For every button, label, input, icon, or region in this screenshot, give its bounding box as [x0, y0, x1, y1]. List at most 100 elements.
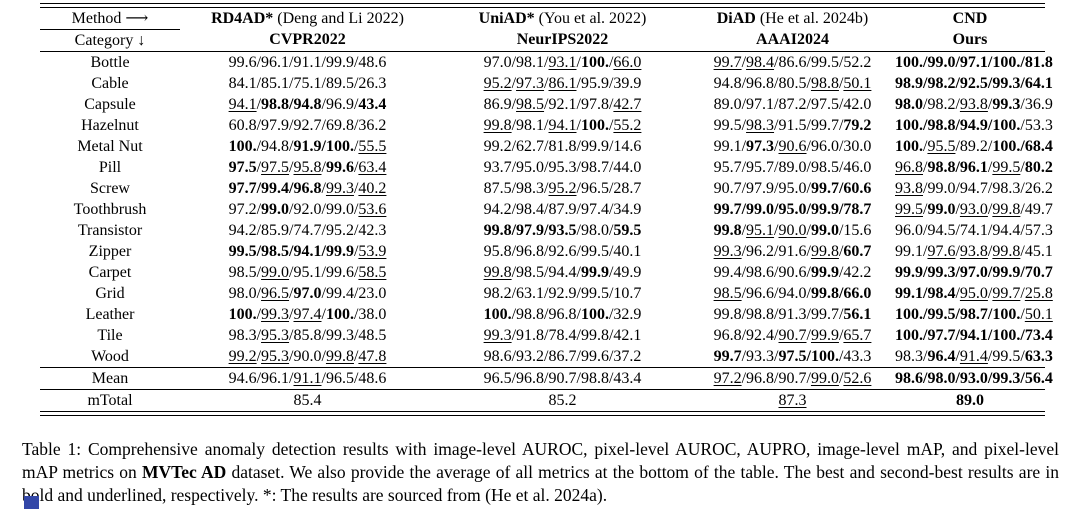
metric-value: 99.5 — [927, 306, 956, 323]
value-separator: / — [511, 348, 517, 365]
metric-value: 99.8 — [992, 201, 1021, 218]
metric-value: 93.5 — [548, 222, 577, 239]
metric-value: 87.5 — [483, 180, 512, 197]
value-separator: / — [987, 159, 993, 176]
result-cell: 97.2/96.8/90.7/99.0/52.6 — [690, 367, 895, 390]
value-separator: / — [955, 370, 960, 387]
category-cell: Cable — [91, 75, 129, 92]
value-separator: / — [774, 327, 779, 344]
metric-value: 92.0 — [293, 201, 322, 218]
value-separator: / — [955, 327, 960, 344]
metric-value: 98.6 — [746, 264, 775, 281]
category-cell: Carpet — [88, 264, 132, 281]
metric-value: 48.6 — [358, 54, 387, 71]
metric-value: 36.9 — [1024, 96, 1053, 113]
metric-value: 78.7 — [843, 201, 872, 218]
metric-value: 97.2 — [713, 370, 742, 387]
value-separator: / — [741, 138, 747, 155]
value-separator: / — [955, 306, 960, 323]
value-separator: / — [806, 264, 811, 281]
result-cell: 96.8/98.8/96.1/99.5/80.2 — [895, 157, 1053, 178]
result-cell: 99.7/99.0/95.0/99.9/78.7 — [690, 199, 895, 220]
metric-value: 96.9 — [325, 96, 354, 113]
result-cell: 99.1/98.4/95.0/99.7/25.8 — [895, 283, 1053, 304]
value-separator: / — [806, 243, 811, 260]
result-cell: 98.3/95.3/85.8/99.3/48.5 — [180, 325, 435, 346]
value-separator: / — [955, 117, 960, 134]
value-separator: / — [511, 75, 517, 92]
value-separator: / — [838, 201, 844, 218]
metric-value: 62.7 — [516, 138, 545, 155]
metric-value: 96.5 — [261, 285, 290, 302]
value-separator: / — [838, 306, 844, 323]
metric-value: 60.8 — [228, 117, 257, 134]
value-separator: / — [576, 222, 581, 239]
metric-value: 99.9 — [810, 327, 839, 344]
result-cell: 84.1/85.1/75.1/89.5/26.3 — [180, 73, 435, 94]
metric-value: 50.1 — [1024, 306, 1053, 323]
metric-value: 99.3 — [992, 75, 1021, 92]
metric-value: 89.0 — [956, 392, 984, 409]
metric-value: 89.2 — [959, 138, 988, 155]
method-venue: CVPR2022 — [269, 31, 346, 48]
value-separator: / — [321, 201, 326, 218]
value-separator: / — [289, 285, 294, 302]
metric-value: 89.0 — [778, 159, 807, 176]
metric-value: 95.7 — [746, 159, 775, 176]
result-cell: 96.0/94.5/74.1/94.4/57.3 — [895, 220, 1053, 241]
metric-value: 86.7 — [548, 348, 577, 365]
result-cell: 96.5/96.8/90.7/98.8/43.4 — [435, 367, 690, 390]
metric-value: 98.0 — [927, 370, 956, 387]
table-body: Bottle 99.6/96.1/91.1/99.9/48.6 97.0/98.1/… — [40, 52, 1053, 411]
metric-value: 91.5 — [778, 117, 807, 134]
value-separator: / — [544, 75, 549, 92]
result-cell: 98.5/96.6/94.0/99.8/66.0 — [690, 283, 895, 304]
value-separator: / — [774, 370, 779, 387]
value-separator: / — [321, 54, 326, 71]
value-separator: / — [1020, 180, 1025, 197]
value-separator: / — [838, 264, 844, 281]
metric-value: 93.0 — [959, 201, 988, 218]
metric-value: 99.3 — [325, 180, 354, 197]
metric-value: 95.8 — [293, 159, 322, 176]
value-separator: / — [1020, 370, 1025, 387]
value-separator: / — [608, 370, 614, 387]
value-separator: / — [289, 117, 294, 134]
metric-value: 99.1 — [713, 138, 742, 155]
blue-mark — [24, 496, 39, 509]
caption-text: dataset. We also provide the average of … — [22, 461, 1059, 505]
value-separator: / — [923, 96, 928, 113]
metric-value: 50.1 — [843, 75, 872, 92]
value-separator: / — [321, 159, 326, 176]
value-separator: / — [608, 180, 614, 197]
value-separator: / — [256, 201, 262, 218]
metric-value: 100. — [992, 327, 1021, 344]
category-cell: Pill — [98, 159, 122, 176]
value-separator: / — [544, 327, 549, 344]
metric-value: 14.6 — [613, 138, 642, 155]
category-cell: Zipper — [88, 243, 132, 260]
value-separator: / — [256, 180, 262, 197]
value-separator: / — [741, 243, 747, 260]
value-separator: / — [1020, 54, 1025, 71]
metric-value: 96.8 — [895, 159, 923, 176]
metric-value: 99.6 — [325, 159, 354, 176]
value-separator: / — [544, 159, 549, 176]
metric-value: 97.9 — [261, 117, 290, 134]
result-cell: 87.3 — [690, 389, 895, 411]
method-cite: (Deng and Li 2022) — [273, 10, 404, 27]
metric-value: 100. — [580, 117, 609, 134]
metric-value: 42.1 — [613, 327, 642, 344]
result-cell: 94.8/96.8/80.5/98.8/50.1 — [690, 73, 895, 94]
metric-value: 94.8 — [261, 138, 290, 155]
table-row: Screw 97.7/99.4/96.8/99.3/40.2 87.5/98.3/9… — [40, 178, 1053, 199]
value-separator: / — [838, 75, 844, 92]
method-name-line: DiAD (He et al. 2024b) — [690, 8, 895, 29]
value-separator: / — [256, 222, 262, 239]
metric-value: 52.2 — [843, 54, 872, 71]
metric-value: 94.9 — [959, 117, 988, 134]
value-separator: / — [987, 264, 993, 281]
metric-value: 96.1 — [261, 54, 290, 71]
metric-value: 69.8 — [325, 117, 354, 134]
value-separator: / — [1020, 306, 1025, 323]
